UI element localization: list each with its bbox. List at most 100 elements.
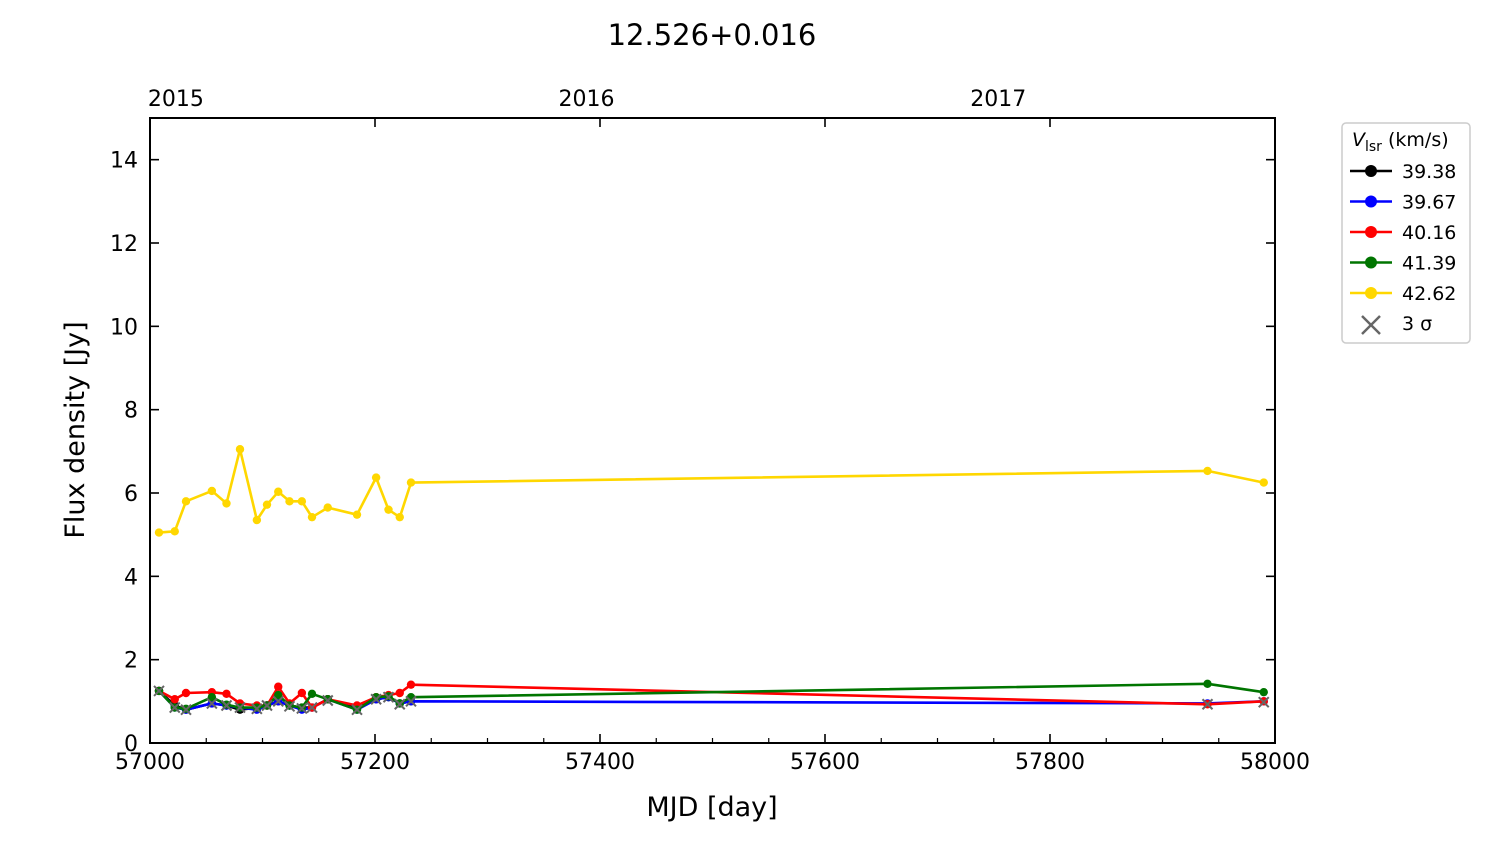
three-sigma-stroke-b	[382, 691, 395, 703]
legend-label-39.38: 39.38	[1402, 161, 1456, 183]
data-point-40.16	[170, 695, 179, 704]
data-point-40.16	[274, 682, 283, 691]
three-sigma-stroke-b	[169, 701, 181, 714]
three-sigma-stroke-b	[283, 700, 296, 713]
data-point-42.62	[384, 505, 393, 514]
y-tick-label: 4	[124, 565, 138, 590]
data-point-41.39	[307, 689, 317, 699]
three-sigma-stroke-b	[394, 698, 406, 710]
x-tick-label: 57000	[115, 750, 185, 775]
data-point-42.62	[371, 473, 381, 482]
legend-marker-39.38	[1365, 165, 1377, 177]
three-sigma-stroke-b	[206, 697, 218, 710]
legend-label-42.62: 42.62	[1402, 283, 1456, 305]
chart-title: 12.526+0.016	[608, 18, 817, 52]
three-sigma-marker	[1201, 698, 1214, 710]
data-point-42.62	[307, 512, 317, 522]
data-point-41.39	[371, 692, 381, 702]
data-point-40.16	[395, 688, 404, 698]
series-line-42.62	[158, 447, 1265, 534]
three-sigma-stroke-b	[1258, 696, 1270, 708]
data-point-42.62	[274, 487, 283, 496]
data-point-42.62	[207, 486, 217, 496]
x-tick-label: 58000	[1240, 750, 1310, 775]
three-sigma-marker	[261, 699, 273, 712]
three-sigma-marker	[394, 698, 406, 710]
three-sigma-stroke-b	[261, 699, 273, 712]
three-sigma-stroke-b	[296, 702, 308, 715]
data-point-42.62	[352, 510, 362, 519]
x-tick-label: 57600	[790, 750, 860, 775]
three-sigma-marker	[1258, 696, 1270, 708]
three-sigma-stroke-b	[351, 703, 363, 716]
data-point-42.62	[1203, 466, 1212, 476]
three-sigma-stroke-b	[180, 703, 192, 716]
data-point-42.62	[170, 527, 179, 536]
data-point-41.39	[274, 690, 283, 700]
three-sigma-marker	[296, 702, 308, 715]
data-point-40.16	[406, 680, 416, 689]
three-sigma-marker	[220, 699, 233, 712]
three-sigma-stroke-b	[1201, 698, 1214, 710]
three-sigma-marker	[272, 695, 284, 708]
y-tick-label: 14	[110, 149, 138, 174]
top-year-label: 2015	[148, 87, 204, 112]
legend-entry-3sigma: 3 σ	[1361, 313, 1432, 335]
three-sigma-marker	[169, 701, 181, 714]
legend-entries: 39.38 39.67 40.16 41.39 42.62	[1350, 161, 1456, 305]
three-sigma-marker	[306, 701, 318, 714]
y-tick-label: 0	[124, 732, 138, 757]
legend-title-var: V	[1352, 129, 1367, 151]
data-point-41.39	[207, 692, 217, 702]
three-sigma-marker	[180, 703, 192, 716]
three-sigma-stroke-b	[306, 701, 318, 714]
y-tick-label: 12	[110, 232, 138, 257]
x-tick-label: 57800	[1015, 750, 1085, 775]
three-sigma-marker	[322, 694, 334, 707]
y-tick-label: 8	[124, 399, 138, 424]
three-sigma-stroke-b	[370, 693, 382, 705]
legend: Vlsr (km/s) 39.38 39.67 40.16 41.39 42.62 3 …	[1341, 122, 1471, 344]
axis-ticks: 57000 57200 57400 57600 57800 58000 0 2 4 6 8 10 12 1…	[110, 87, 1310, 775]
legend-3sigma-x-stroke-b	[1361, 315, 1381, 335]
legend-label-40.16: 40.16	[1402, 222, 1456, 244]
three-sigma-marker	[351, 703, 363, 716]
three-sigma-stroke-b	[405, 695, 417, 708]
three-sigma-marker	[153, 685, 165, 697]
three-sigma-marker	[405, 695, 417, 708]
legend-title: Vlsr (km/s)	[1352, 129, 1449, 155]
legend-marker-42.62	[1365, 287, 1377, 299]
three-sigma-marker	[382, 691, 395, 703]
x-tick-label: 57200	[340, 750, 410, 775]
legend-label-39.67: 39.67	[1402, 192, 1456, 214]
three-sigma-marker	[234, 701, 246, 714]
plot-frame	[149, 117, 1276, 744]
legend-title-rest: (km/s)	[1382, 129, 1449, 151]
x-axis-label: MJD [day]	[646, 792, 777, 823]
legend-3sigma-label: 3 σ	[1402, 313, 1432, 335]
three-sigma-marker	[370, 693, 382, 705]
data-point-42.62	[262, 500, 272, 509]
data-point-42.62	[235, 445, 245, 454]
three-sigma-stroke-b	[272, 695, 284, 708]
data-point-42.62	[406, 478, 416, 487]
data-point-41.39	[1259, 687, 1268, 697]
x-tick-label: 57400	[565, 750, 635, 775]
y-tick-label: 10	[110, 315, 138, 340]
three-sigma-stroke-b	[220, 699, 233, 712]
data-point-40.16	[222, 689, 231, 699]
three-sigma-stroke-b	[153, 685, 165, 697]
data-point-42.62	[222, 499, 231, 508]
y-tick-label: 6	[124, 482, 138, 507]
data-point-42.62	[323, 503, 332, 512]
data-point-42.62	[252, 515, 262, 525]
three-sigma-marker	[283, 700, 296, 713]
data-point-42.62	[1259, 478, 1268, 487]
data-point-42.62	[395, 512, 404, 522]
y-tick-label: 2	[124, 649, 138, 674]
legend-label-41.39: 41.39	[1402, 253, 1456, 275]
data-point-40.16	[181, 688, 191, 698]
top-year-label: 2016	[559, 87, 615, 112]
legend-title-sub: lsr	[1365, 139, 1382, 155]
